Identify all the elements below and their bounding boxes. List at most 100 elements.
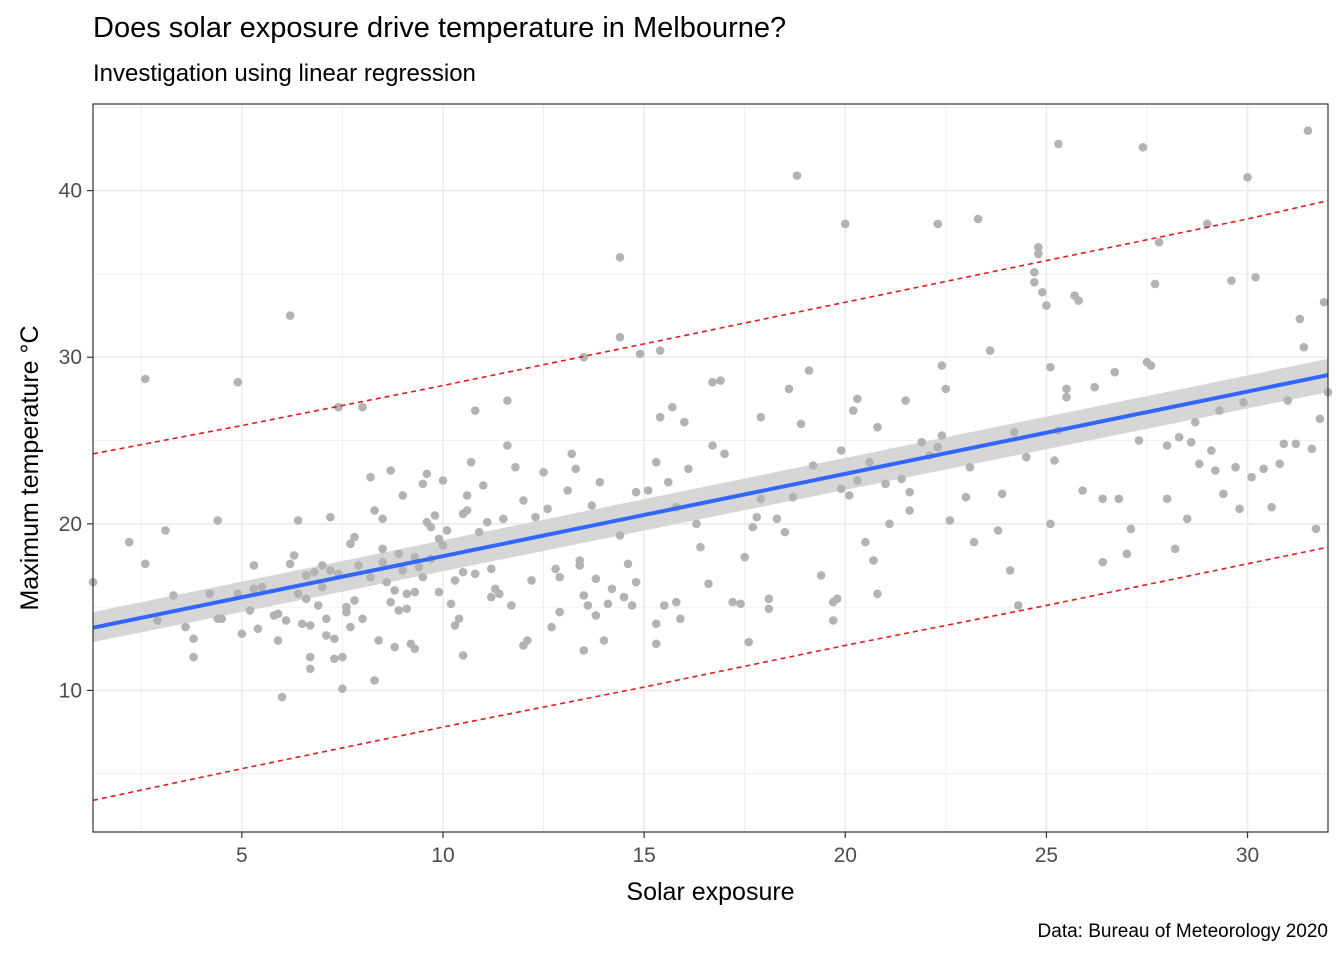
x-tick-label: 20 xyxy=(834,844,857,867)
chart-title: Does solar exposure drive temperature in… xyxy=(93,12,787,44)
data-point xyxy=(1311,524,1321,534)
data-point xyxy=(567,449,577,459)
fit-line-group xyxy=(92,373,1329,630)
data-point xyxy=(772,514,782,524)
data-point xyxy=(434,587,444,597)
data-point xyxy=(1078,486,1087,495)
data-point xyxy=(330,654,339,664)
data-point xyxy=(301,571,311,580)
y-axis-title: Maximum temperature °C xyxy=(16,325,44,610)
data-point xyxy=(342,607,351,617)
data-point xyxy=(828,616,838,625)
data-point xyxy=(997,489,1007,499)
data-point xyxy=(213,516,223,525)
data-point xyxy=(704,579,713,589)
data-point xyxy=(249,561,259,570)
data-point xyxy=(684,464,693,474)
data-point xyxy=(796,419,806,429)
y-axis-ticks: 10 20 30 40 xyxy=(59,180,93,702)
data-point xyxy=(945,516,955,525)
data-point xyxy=(458,567,468,577)
data-point xyxy=(861,537,870,547)
data-points xyxy=(88,126,1333,702)
data-point xyxy=(1283,396,1293,405)
data-point xyxy=(961,492,971,502)
prediction-upper-line xyxy=(92,199,1329,455)
data-point xyxy=(619,592,629,602)
data-point xyxy=(651,457,661,467)
regression-line xyxy=(92,373,1329,630)
data-point xyxy=(450,621,460,630)
data-point xyxy=(551,564,560,574)
data-point xyxy=(849,406,858,415)
data-point xyxy=(1186,437,1196,447)
x-axis-title: Solar exposure xyxy=(626,878,794,906)
data-point xyxy=(446,599,456,609)
data-point xyxy=(933,219,943,229)
data-point xyxy=(1042,301,1051,310)
data-point xyxy=(189,652,198,662)
data-point xyxy=(1174,432,1184,442)
data-point xyxy=(402,604,412,614)
data-point xyxy=(543,504,552,514)
data-point xyxy=(205,589,214,599)
data-point xyxy=(410,644,420,654)
data-point xyxy=(422,469,432,479)
data-point xyxy=(692,519,701,529)
data-point xyxy=(623,559,633,569)
data-point xyxy=(816,571,826,580)
data-point xyxy=(579,646,589,655)
data-point xyxy=(1291,439,1301,449)
data-point xyxy=(410,552,420,562)
data-point xyxy=(865,457,874,467)
data-point xyxy=(1207,446,1216,455)
data-point xyxy=(305,621,315,630)
data-point xyxy=(189,634,198,644)
data-point xyxy=(245,606,255,615)
data-point xyxy=(595,477,605,487)
data-point xyxy=(1098,494,1108,504)
data-point xyxy=(285,311,295,320)
data-point xyxy=(655,412,665,422)
data-point xyxy=(398,491,408,500)
data-point xyxy=(434,534,444,544)
data-point xyxy=(1275,459,1285,469)
y-tick-label: 40 xyxy=(59,180,82,203)
data-point xyxy=(402,589,412,599)
data-point xyxy=(394,549,404,559)
data-point xyxy=(651,639,661,649)
y-tick-label: 30 xyxy=(59,346,82,369)
data-point xyxy=(309,567,319,577)
data-point xyxy=(736,599,745,609)
data-point xyxy=(651,619,661,629)
data-point xyxy=(1211,466,1220,475)
data-point xyxy=(708,377,717,387)
data-point xyxy=(993,526,1003,535)
data-point xyxy=(350,532,359,542)
data-point xyxy=(836,446,846,455)
data-point xyxy=(322,614,331,624)
data-point xyxy=(680,417,689,427)
data-point xyxy=(169,591,178,600)
data-point xyxy=(1062,384,1071,394)
data-point xyxy=(322,631,331,640)
data-point xyxy=(792,171,802,180)
data-point xyxy=(1034,242,1043,252)
grid-lines xyxy=(93,104,1328,832)
data-point xyxy=(462,491,472,500)
data-point xyxy=(853,394,862,404)
data-point xyxy=(901,396,910,405)
data-point xyxy=(667,402,677,412)
data-point xyxy=(305,652,315,662)
data-point xyxy=(1162,441,1172,450)
data-point xyxy=(1227,276,1236,285)
data-point xyxy=(844,491,854,500)
data-point xyxy=(378,514,387,524)
data-point xyxy=(1005,566,1015,575)
data-point xyxy=(676,614,685,624)
data-point xyxy=(253,624,263,634)
data-point xyxy=(301,594,311,604)
data-point xyxy=(643,486,653,495)
data-point xyxy=(486,592,496,602)
